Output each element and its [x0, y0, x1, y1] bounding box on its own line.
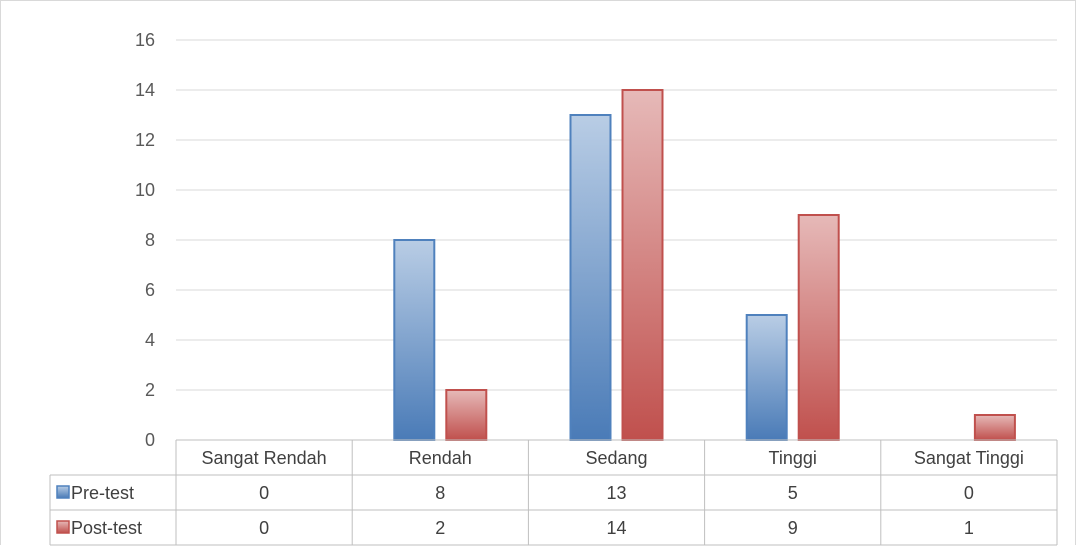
gridlines	[176, 39, 1057, 391]
bar-post-test-rendah	[445, 389, 488, 441]
bar-pre-test-sedang	[569, 114, 612, 441]
legend-key-post-test	[56, 520, 70, 534]
table-value-post-test-sangat-rendah: 0	[259, 518, 269, 538]
y-tick-label-6: 6	[145, 280, 155, 300]
category-label-tinggi: Tinggi	[769, 448, 817, 468]
category-label-sedang: Sedang	[585, 448, 647, 468]
table-value-pre-test-sangat-rendah: 0	[259, 483, 269, 503]
bar-post-test-sangat-tinggi	[973, 414, 1016, 441]
table-value-pre-test-tinggi: 5	[788, 483, 798, 503]
y-tick-label-2: 2	[145, 380, 155, 400]
legend-key-pre-test	[56, 485, 70, 499]
bar-post-test-sedang	[621, 89, 664, 441]
y-tick-label-12: 12	[135, 130, 155, 150]
data-table: Sangat Rendah Rendah Sedang Tinggi Sangat Ti…	[49, 439, 1058, 546]
y-tick-label-16: 16	[135, 30, 155, 50]
table-value-post-test-rendah: 2	[435, 518, 445, 538]
y-tick-label-10: 10	[135, 180, 155, 200]
table-value-post-test-sangat-tinggi: 1	[964, 518, 974, 538]
y-tick-label-0: 0	[145, 430, 155, 450]
bar-pre-test-tinggi	[745, 314, 788, 441]
table-value-pre-test-sangat-tinggi: 0	[964, 483, 974, 503]
bar-pre-test-rendah	[393, 239, 436, 441]
category-label-sangat-rendah: Sangat Rendah	[202, 448, 327, 468]
category-label-sangat-tinggi: Sangat Tinggi	[914, 448, 1024, 468]
table-value-pre-test-sedang: 13	[606, 483, 626, 503]
bars	[393, 89, 1016, 441]
y-tick-label-8: 8	[145, 230, 155, 250]
series-label-post-test: Post-test	[71, 518, 142, 538]
bar-post-test-tinggi	[797, 214, 840, 441]
table-value-post-test-sedang: 14	[606, 518, 626, 538]
category-label-rendah: Rendah	[409, 448, 472, 468]
y-axis: 0 2 4 6 8 10 12 14 16	[135, 30, 155, 450]
series-label-pre-test: Pre-test	[71, 483, 134, 503]
y-tick-label-14: 14	[135, 80, 155, 100]
y-tick-label-4: 4	[145, 330, 155, 350]
table-value-pre-test-rendah: 8	[435, 483, 445, 503]
table-value-post-test-tinggi: 9	[788, 518, 798, 538]
